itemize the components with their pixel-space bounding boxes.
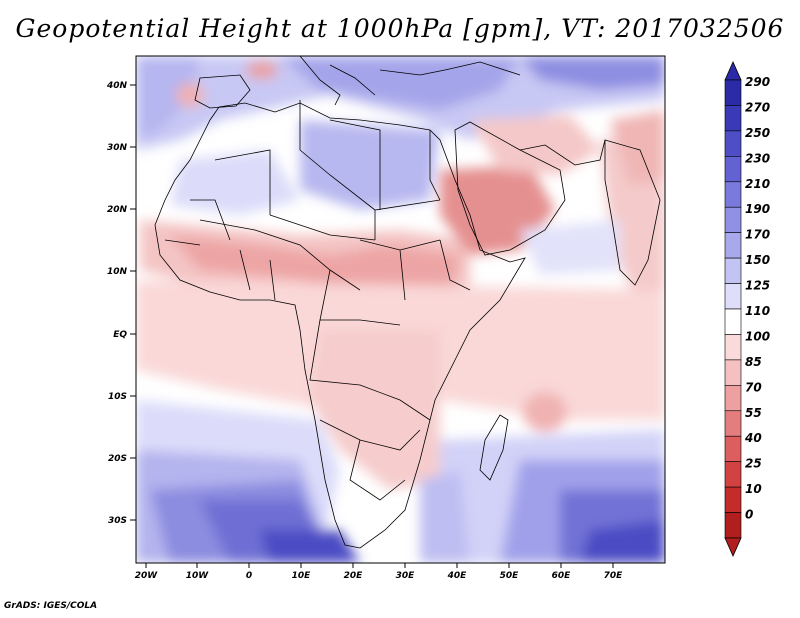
- colorbar-swatch: [724, 156, 742, 183]
- colorbar-label: 230: [745, 151, 770, 165]
- colorbar-swatch: [724, 105, 742, 132]
- map-title: Geopotential Height at 1000hPa [gpm], VT…: [15, 14, 785, 43]
- colorbar-swatch: [724, 232, 742, 259]
- lon-label: 70E: [604, 571, 624, 581]
- colorbar-label: 100: [745, 329, 770, 343]
- lat-label: EQ: [113, 330, 127, 340]
- lon-label: 10E: [292, 571, 312, 581]
- credit-text: GrADS: IGES/COLA: [4, 601, 98, 611]
- colorbar-bottom-arrow: [724, 537, 742, 557]
- lat-label: 10S: [108, 392, 127, 402]
- colorbar-label: 290: [745, 75, 770, 89]
- colorbar-label: 190: [745, 202, 770, 216]
- colorbar-swatch: [724, 461, 742, 488]
- colorbar-label: 10: [745, 482, 762, 496]
- lon-label: 50E: [500, 571, 520, 581]
- colorbar-swatch: [724, 410, 742, 437]
- lat-label: 30N: [107, 143, 128, 153]
- lat-label: 20N: [107, 205, 128, 215]
- colorbar-label: 110: [745, 304, 770, 318]
- colorbar-label: 0: [745, 508, 753, 522]
- colorbar-swatch: [724, 435, 742, 462]
- colorbar: 2902702502302101901701501251101008570554…: [724, 61, 770, 557]
- colorbar-label: 250: [745, 126, 770, 140]
- colorbar-swatch: [724, 334, 742, 361]
- lon-label: 40E: [447, 571, 468, 581]
- colorbar-label: 85: [745, 355, 762, 369]
- colorbar-swatch: [724, 257, 742, 284]
- plot-frame: [135, 55, 666, 564]
- colorbar-label: 125: [745, 279, 770, 293]
- colorbar-label: 70: [745, 380, 762, 394]
- lon-label: 20W: [135, 571, 159, 581]
- latitude-axis: 40N 30N 20N 10N EQ 10S 20S 30S: [106, 81, 136, 526]
- longitude-axis: 20W 10W 0 10E 20E 30E 40E 50E 60E 70E: [135, 563, 623, 581]
- lon-label: 30E: [396, 571, 416, 581]
- colorbar-label: 55: [745, 406, 762, 420]
- lon-label: 60E: [552, 571, 572, 581]
- colorbar-swatch: [724, 486, 742, 513]
- colorbar-label: 25: [745, 457, 762, 471]
- colorbar-swatch: [724, 130, 742, 157]
- colorbar-label: 150: [745, 253, 770, 267]
- colorbar-label: 210: [745, 177, 770, 191]
- coastlines: [154, 56, 661, 549]
- lon-label: 10W: [186, 571, 210, 581]
- colorbar-swatch: [724, 79, 742, 106]
- colorbar-swatch: [724, 359, 742, 386]
- colorbar-label: 270: [745, 100, 770, 114]
- lat-label: 20S: [108, 454, 127, 464]
- colorbar-label: 170: [745, 228, 770, 242]
- geopotential-height-field: [136, 56, 665, 563]
- colorbar-swatch: [724, 308, 742, 335]
- lat-label: 30S: [108, 516, 127, 526]
- colorbar-top-arrow: [724, 61, 742, 81]
- colorbar-swatch: [724, 512, 742, 539]
- colorbar-swatch: [724, 385, 742, 412]
- colorbar-label: 40: [744, 431, 762, 445]
- lon-label: 20E: [344, 571, 364, 581]
- lat-label: 10N: [107, 267, 128, 277]
- lon-label: 0: [246, 571, 252, 581]
- colorbar-swatch: [724, 206, 742, 233]
- lat-label: 40N: [106, 81, 128, 91]
- colorbar-swatch: [724, 181, 742, 208]
- colorbar-swatch: [724, 283, 742, 310]
